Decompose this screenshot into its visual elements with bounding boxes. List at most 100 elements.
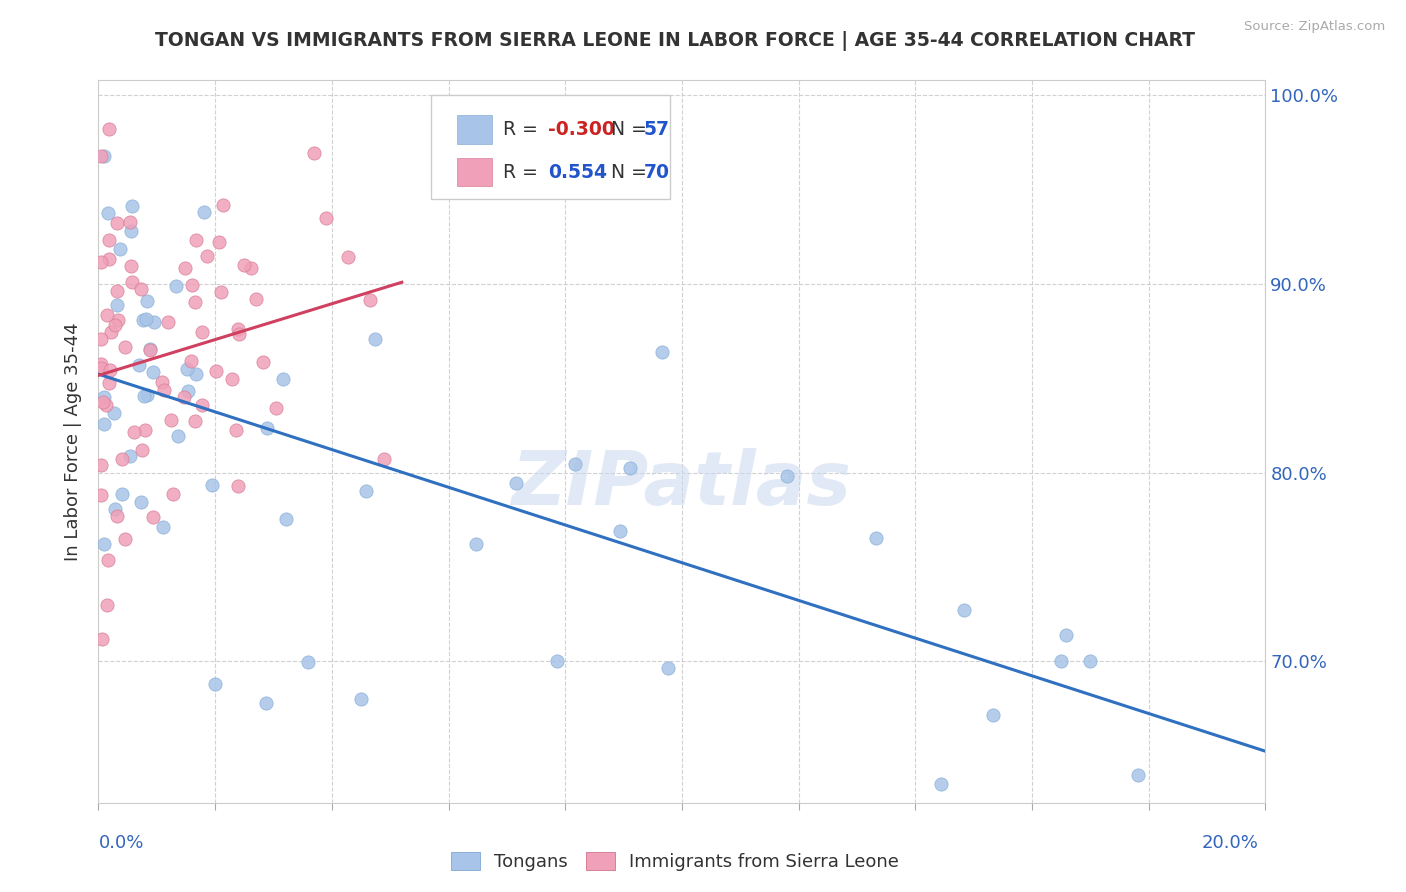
Legend: Tongans, Immigrants from Sierra Leone: Tongans, Immigrants from Sierra Leone — [443, 846, 907, 879]
Point — [91, 395, 114, 409]
Point — [953, 602, 976, 616]
Point — [121, 276, 143, 290]
Text: 0.554: 0.554 — [548, 162, 607, 182]
Point — [105, 216, 128, 230]
Point — [98, 234, 121, 248]
Text: TONGAN VS IMMIGRANTS FROM SIERRA LEONE IN LABOR FORCE | AGE 35-44 CORRELATION CH: TONGAN VS IMMIGRANTS FROM SIERRA LEONE I… — [155, 31, 1195, 51]
Point — [176, 362, 198, 376]
Point — [90, 357, 112, 371]
Point — [201, 478, 224, 492]
Point — [181, 277, 204, 292]
Point — [204, 677, 226, 691]
Point — [135, 311, 157, 326]
Point — [167, 428, 190, 442]
Point — [239, 261, 262, 276]
Point — [121, 199, 143, 213]
Text: R =: R = — [503, 120, 544, 139]
Point — [865, 531, 887, 545]
Point — [134, 423, 156, 437]
Point — [183, 413, 205, 427]
Point — [142, 365, 165, 379]
Point — [350, 692, 373, 706]
Point — [359, 293, 381, 308]
Point — [252, 355, 274, 369]
Text: 20.0%: 20.0% — [1202, 834, 1258, 852]
Point — [1080, 654, 1102, 668]
Point — [297, 655, 319, 669]
Point — [142, 509, 165, 524]
Point — [657, 661, 679, 675]
Point — [208, 235, 231, 249]
Point — [93, 390, 115, 404]
Point — [264, 401, 287, 416]
Point — [131, 282, 153, 296]
Text: Source: ZipAtlas.com: Source: ZipAtlas.com — [1244, 20, 1385, 33]
Point — [90, 149, 112, 163]
Point — [204, 364, 226, 378]
Point — [302, 146, 325, 161]
Point — [98, 252, 121, 267]
Point — [464, 537, 486, 551]
Point — [118, 215, 141, 229]
Point — [120, 449, 142, 463]
Point — [981, 708, 1004, 723]
Point — [93, 417, 115, 431]
Point — [132, 389, 155, 403]
Point — [373, 452, 395, 467]
Point — [97, 122, 120, 136]
Point — [107, 313, 129, 327]
Point — [93, 149, 115, 163]
Point — [226, 478, 249, 492]
Point — [173, 391, 195, 405]
FancyBboxPatch shape — [457, 158, 492, 186]
Point — [193, 204, 215, 219]
FancyBboxPatch shape — [432, 95, 671, 200]
Point — [173, 260, 195, 275]
Point — [129, 495, 152, 509]
Point — [131, 313, 153, 327]
Point — [160, 413, 183, 427]
Point — [152, 520, 174, 534]
Point — [94, 398, 117, 412]
Point — [564, 458, 586, 472]
Point — [165, 278, 187, 293]
Point — [111, 487, 134, 501]
Point — [157, 315, 180, 329]
Point — [184, 367, 207, 381]
Point — [90, 361, 112, 376]
Point — [96, 598, 118, 612]
Point — [98, 363, 121, 377]
Point — [191, 326, 214, 340]
Point — [228, 326, 250, 341]
Point — [354, 484, 377, 499]
Point — [609, 524, 631, 538]
Text: 57: 57 — [644, 120, 669, 139]
FancyBboxPatch shape — [457, 115, 492, 144]
Text: 70: 70 — [644, 162, 669, 182]
Point — [152, 384, 174, 398]
Point — [254, 696, 277, 710]
Point — [364, 332, 387, 346]
Point — [337, 250, 360, 264]
Point — [162, 486, 184, 500]
Point — [183, 295, 205, 310]
Point — [90, 458, 112, 473]
Point — [90, 487, 112, 501]
Point — [1050, 654, 1073, 668]
Point — [90, 255, 112, 269]
Point — [209, 285, 232, 299]
Point — [233, 258, 256, 272]
Text: R =: R = — [503, 162, 550, 182]
Point — [90, 332, 112, 346]
Point — [931, 777, 953, 791]
Point — [1126, 767, 1149, 781]
Point — [97, 206, 120, 220]
Text: 0.0%: 0.0% — [98, 834, 143, 852]
Point — [221, 372, 243, 386]
Point — [245, 293, 267, 307]
Point — [195, 249, 218, 263]
Point — [105, 508, 128, 523]
Point — [120, 260, 142, 274]
Point — [131, 442, 153, 457]
Point — [225, 423, 247, 437]
